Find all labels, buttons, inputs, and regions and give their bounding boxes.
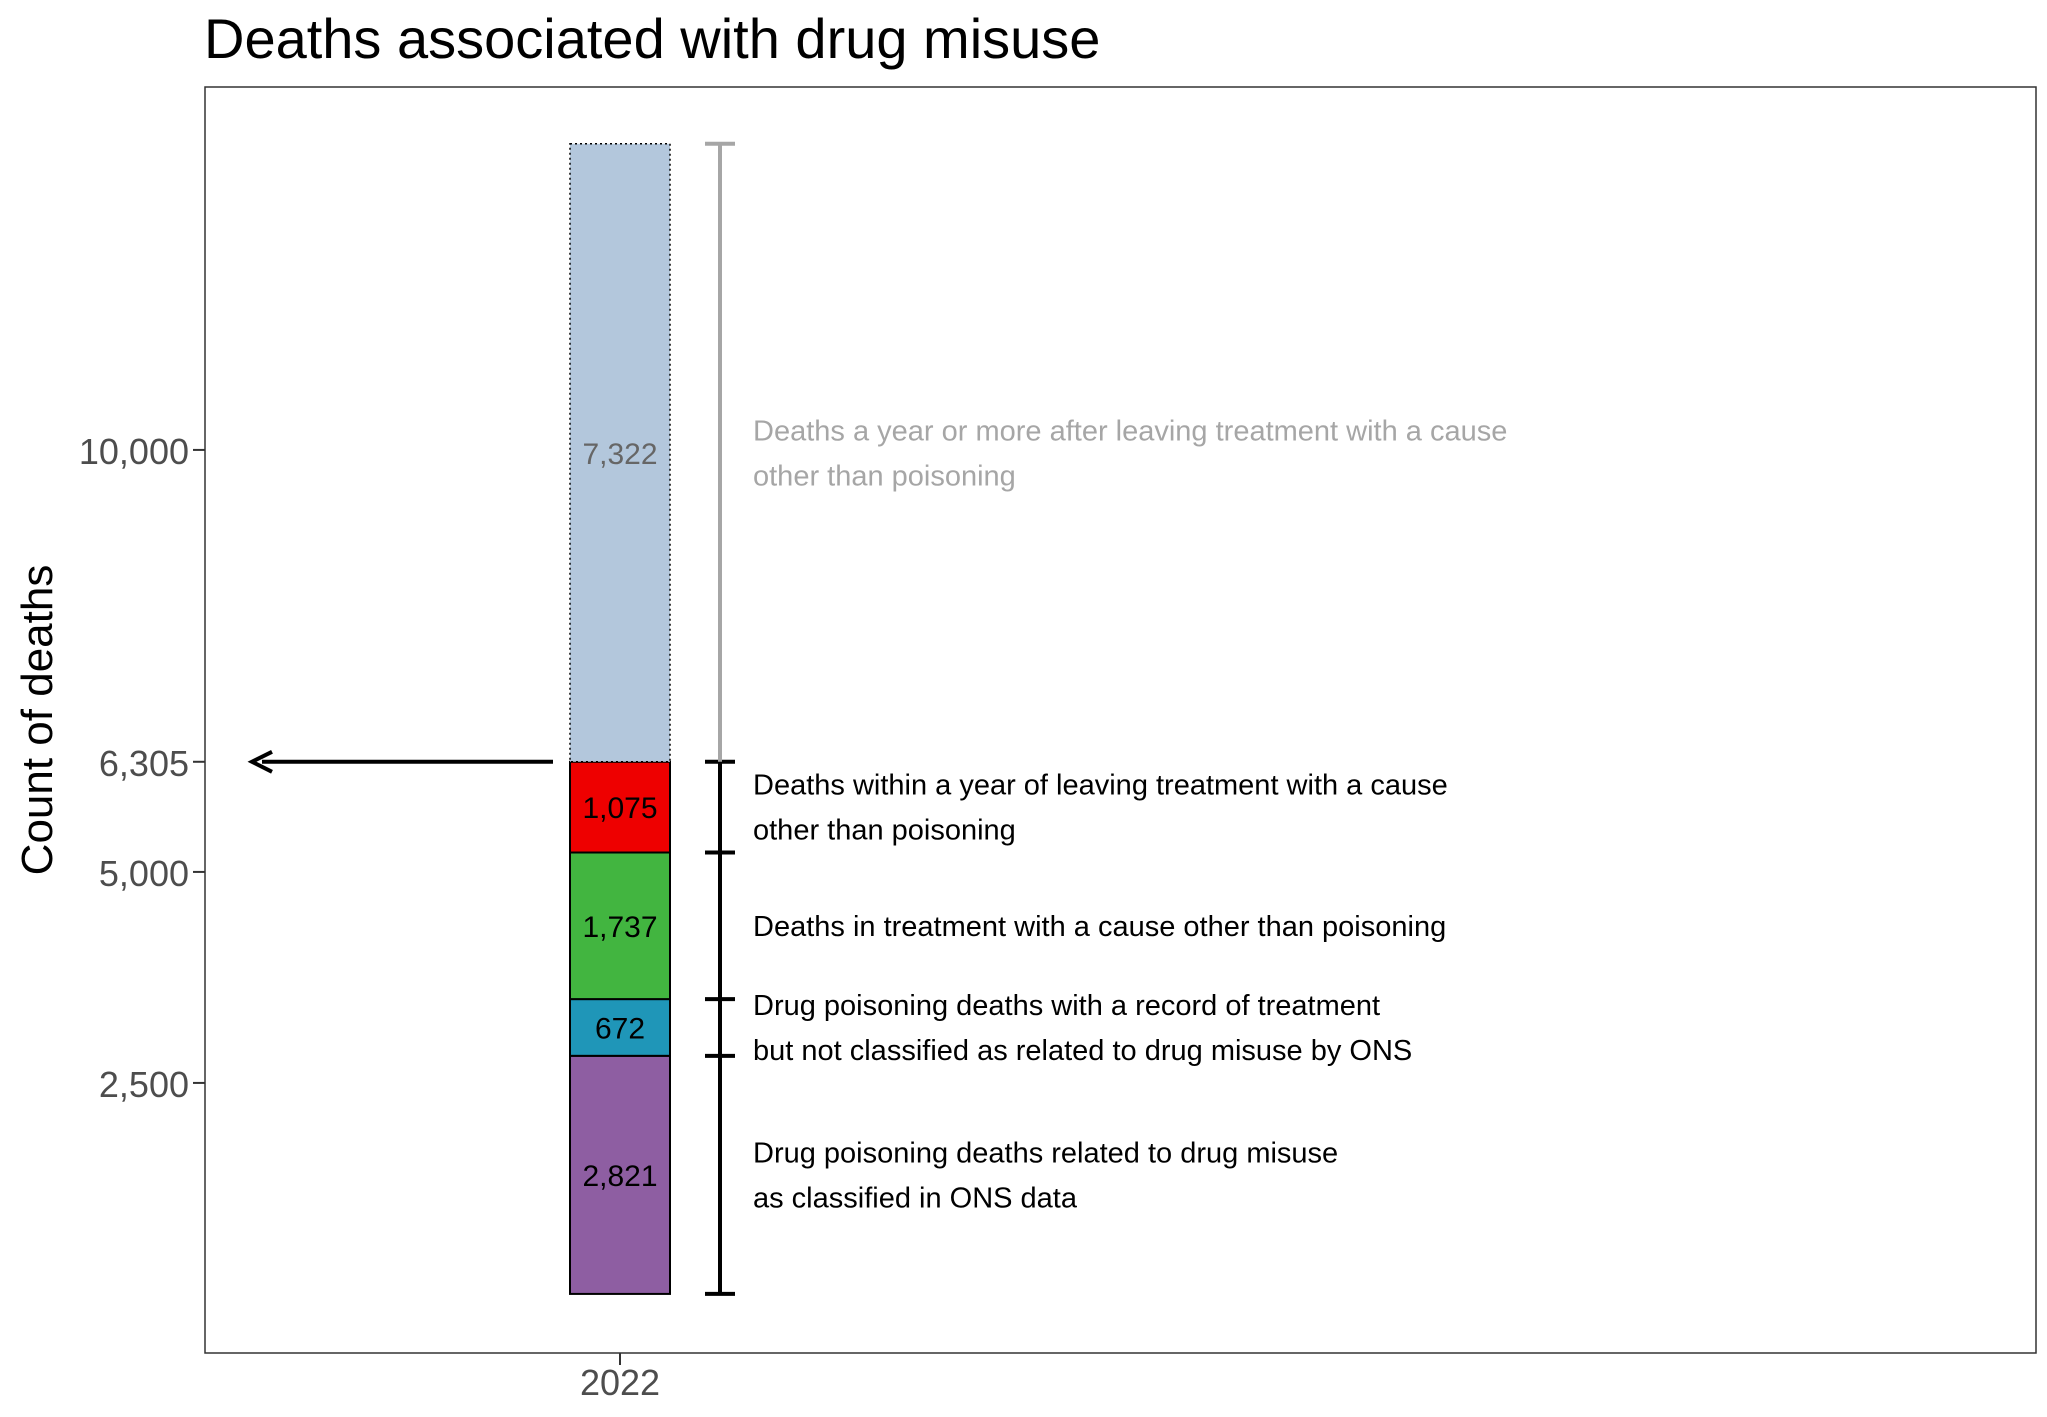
segment-annotation: Deaths a year or more after leaving trea…	[753, 415, 1507, 447]
segment-annotation: but not classified as related to drug mi…	[753, 1035, 1412, 1067]
segment-annotation: Drug poisoning deaths with a record of t…	[753, 990, 1380, 1022]
x-axis: 2022	[580, 1353, 660, 1403]
y-axis-title: Count of deaths	[13, 565, 62, 876]
bar-segment	[569, 143, 671, 763]
segment-annotation: other than poisoning	[753, 815, 1016, 847]
segment-annotation: Drug poisoning deaths related to drug mi…	[753, 1137, 1338, 1169]
y-tick-label: 6,305	[99, 743, 189, 784]
bar-value-label: 1,075	[582, 792, 657, 825]
segment-annotation: Deaths in treatment with a cause other t…	[753, 911, 1446, 943]
bar-value-label: 1,737	[582, 911, 657, 944]
bar-segment	[569, 760, 671, 854]
y-tick-label: 10,000	[79, 431, 189, 472]
segment-annotation: as classified in ONS data	[753, 1182, 1078, 1214]
arrow-head	[247, 749, 273, 774]
stacked-bar: 2,821 672 1,737 1,075 7,322	[569, 143, 671, 1295]
bar-segment	[569, 998, 671, 1057]
segment-annotations: Drug poisoning deaths related to drug mi…	[753, 415, 1507, 1214]
segment-annotation: Deaths within a year of leaving treatmen…	[753, 770, 1448, 802]
y-tick-label: 5,000	[99, 853, 189, 894]
chart-title: Deaths associated with drug misuse	[204, 7, 1100, 70]
bar-value-label: 2,821	[582, 1160, 657, 1193]
total-arrow	[247, 749, 553, 774]
y-axis: 2,500 5,000 6,305 10,000	[79, 431, 205, 1105]
plot-panel-border	[204, 86, 2037, 1354]
bar-segment	[569, 851, 671, 1001]
segment-annotation: other than poisoning	[753, 460, 1016, 492]
bar-value-label: 7,322	[582, 438, 657, 471]
y-tick-label: 2,500	[99, 1064, 189, 1105]
segment-brackets	[705, 141, 735, 1296]
x-tick-label: 2022	[580, 1362, 660, 1403]
bar-value-label: 672	[595, 1012, 645, 1045]
